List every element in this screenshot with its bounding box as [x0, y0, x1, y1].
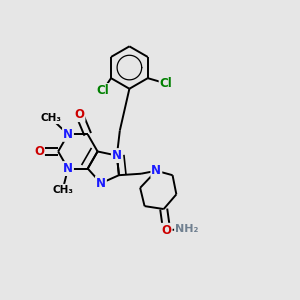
Text: N: N — [63, 162, 73, 175]
Text: CH₃: CH₃ — [52, 185, 73, 195]
Text: N: N — [112, 149, 122, 162]
Text: CH₃: CH₃ — [40, 113, 61, 123]
Text: N: N — [151, 164, 161, 177]
Text: Cl: Cl — [96, 84, 109, 97]
Text: N: N — [63, 128, 73, 141]
Text: O: O — [162, 224, 172, 237]
Text: O: O — [34, 145, 44, 158]
Text: N: N — [96, 177, 106, 190]
Text: Cl: Cl — [160, 77, 172, 90]
Text: NH₂: NH₂ — [175, 224, 198, 234]
Text: O: O — [74, 108, 85, 121]
